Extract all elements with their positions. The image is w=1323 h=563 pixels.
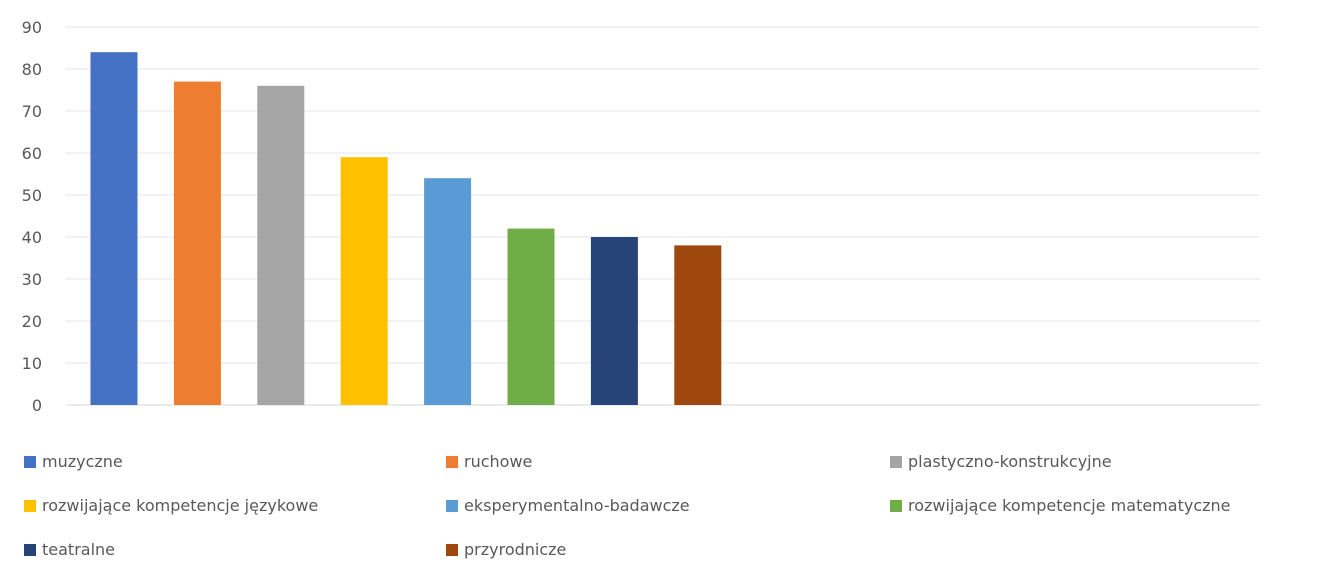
legend-swatch	[446, 499, 458, 512]
bar-2	[173, 81, 221, 405]
legend-item: rozwijające kompetencje językowe	[24, 496, 318, 515]
y-tick-label: 90	[22, 18, 42, 37]
y-tick-label: 0	[32, 396, 42, 415]
legend-swatch	[24, 499, 36, 512]
legend-swatch	[890, 499, 902, 512]
bar-6	[507, 228, 555, 405]
bar-7	[590, 237, 638, 405]
legend-label: ruchowe	[464, 452, 533, 471]
legend-swatch	[24, 543, 36, 556]
bar-chart: 0 10 20 30 40 50 60 70 80 90	[22, 18, 1260, 415]
legend-label: teatralne	[42, 540, 116, 559]
legend: muzyczne ruchowe plastyczno-konstrukcyjne r…	[0, 440, 1323, 563]
y-tick-label: 80	[22, 60, 42, 79]
legend-label: muzyczne	[42, 452, 123, 471]
bars	[90, 52, 722, 406]
y-tick-label: 40	[22, 228, 42, 247]
legend-item: ruchowe	[446, 452, 532, 471]
legend-label: rozwijające kompetencje językowe	[42, 496, 319, 515]
bar-4	[340, 157, 388, 405]
y-tick-label: 60	[22, 144, 42, 163]
legend-label: eksperymentalno-badawcze	[464, 496, 690, 515]
y-tick-label: 30	[22, 270, 42, 289]
legend-item: przyrodnicze	[446, 540, 566, 559]
bar-5	[424, 178, 472, 405]
legend-label: rozwijające kompetencje matematyczne	[908, 496, 1231, 515]
gridlines	[66, 26, 1260, 406]
bar-1	[90, 52, 138, 405]
bar-3	[257, 85, 305, 406]
legend-swatch	[24, 455, 36, 468]
legend-item: teatralne	[24, 540, 115, 559]
y-tick-label: 10	[22, 354, 42, 373]
legend-item: eksperymentalno-badawcze	[446, 496, 690, 515]
legend-swatch	[446, 455, 458, 468]
legend-label: plastyczno-konstrukcyjne	[908, 452, 1112, 471]
legend-item: plastyczno-konstrukcyjne	[890, 452, 1112, 471]
bar-8	[674, 245, 722, 405]
y-tick-label: 20	[22, 312, 42, 331]
legend-label: przyrodnicze	[464, 540, 567, 559]
legend-swatch	[890, 455, 902, 468]
y-axis-tick-labels: 0 10 20 30 40 50 60 70 80 90	[22, 18, 42, 415]
y-tick-label: 70	[22, 102, 42, 121]
legend-item: muzyczne	[24, 452, 123, 471]
legend-item: rozwijające kompetencje matematyczne	[890, 496, 1231, 515]
y-tick-label: 50	[22, 186, 42, 205]
legend-swatch	[446, 543, 458, 556]
